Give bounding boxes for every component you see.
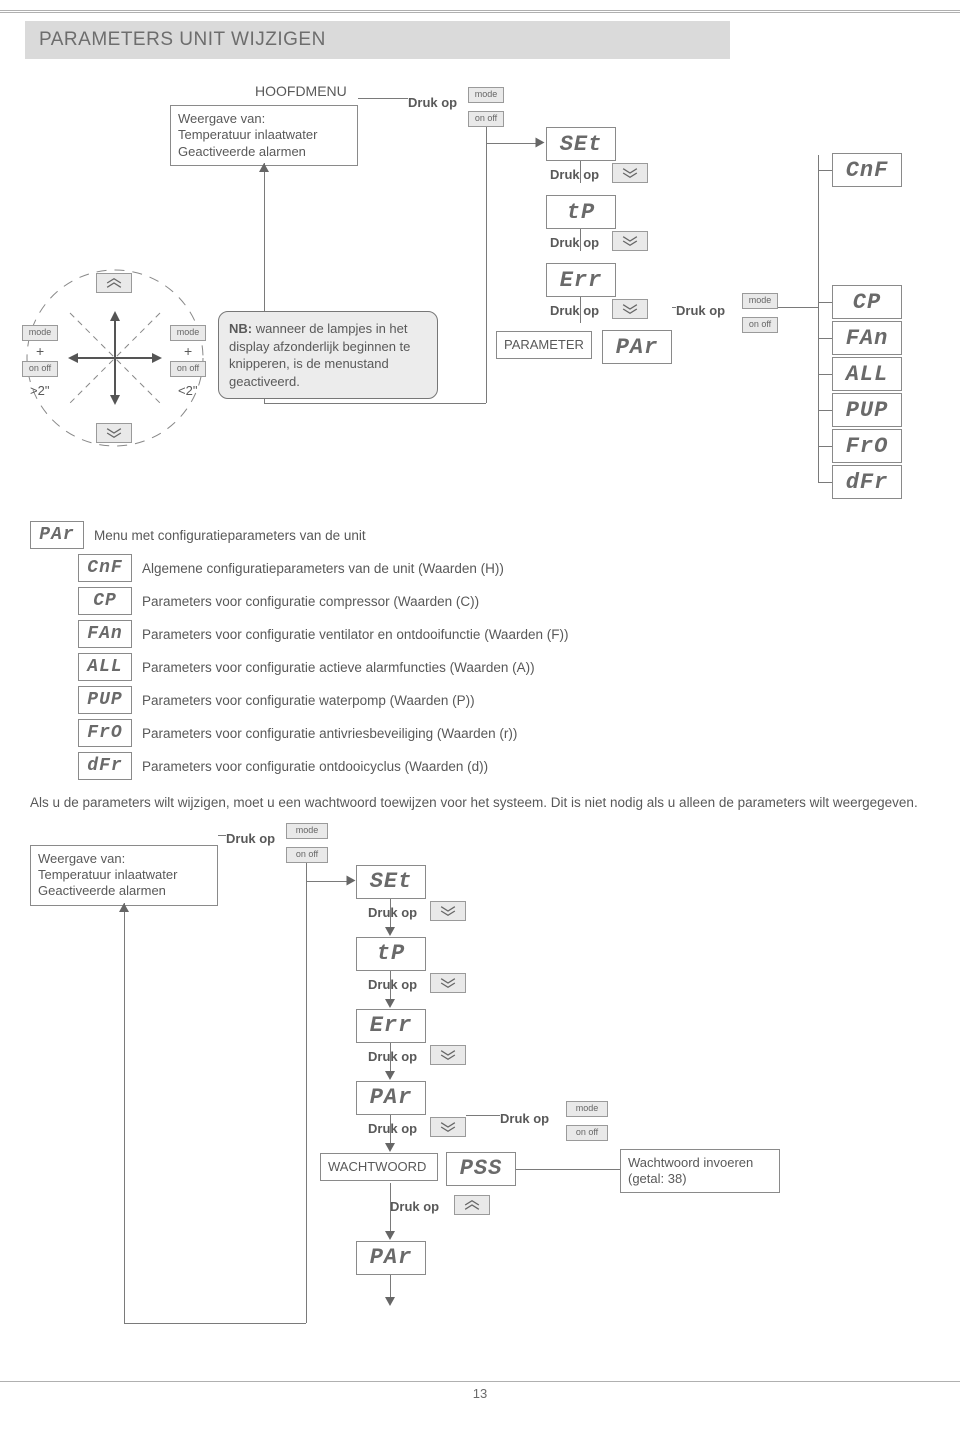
list-item: PUP Parameters voor configuratie waterpom…	[78, 686, 930, 714]
down-chevron-b1[interactable]	[430, 901, 466, 921]
druk-op-b6: Druk op	[390, 1199, 439, 1214]
list-code: FAn	[78, 620, 132, 648]
password-l2: (getal: 38)	[628, 1171, 772, 1187]
wheel-onoff-right[interactable]: on off	[170, 361, 206, 377]
wheel-gt2: >2"	[30, 383, 49, 398]
list-code-PAr: PAr	[30, 521, 84, 549]
mode-btn-right[interactable]: mode	[742, 293, 778, 309]
weergave-l2: Temperatuur inlaatwater	[178, 127, 350, 143]
mode-btn-top[interactable]: mode	[468, 87, 504, 103]
list-code: ALL	[78, 653, 132, 681]
weergave-box-bottom: Weergave van: Temperatuur inlaatwater Ge…	[30, 845, 218, 906]
list-desc: Algemene configuratieparameters van de u…	[142, 561, 504, 576]
down-chevron-b3[interactable]	[430, 1045, 466, 1065]
druk-op-to-param: Druk op	[676, 303, 725, 318]
druk-op-err: Druk op	[550, 303, 599, 318]
seg-tP: tP	[546, 195, 616, 229]
wheel-mode-right[interactable]: mode	[170, 325, 206, 341]
chevron-down-icon	[621, 167, 639, 179]
parameter-label-box: PARAMETER	[496, 331, 592, 359]
list-code: PUP	[78, 686, 132, 714]
hoofdmenu-heading: HOOFDMENU	[255, 83, 347, 99]
list-item: FAn Parameters voor configuratie ventilat…	[78, 620, 930, 648]
parameter-list: PAr Menu met configuratieparameters van …	[30, 521, 930, 780]
list-code: CnF	[78, 554, 132, 582]
weergave-box-top: Weergave van: Temperatuur inlaatwater Ge…	[170, 105, 358, 166]
list-desc: Parameters voor configuratie waterpomp (…	[142, 693, 475, 708]
list-desc: Parameters voor configuratie ontdooicycl…	[142, 759, 488, 774]
list-item: dFr Parameters voor configuratie ontdooic…	[78, 752, 930, 780]
list-desc: Parameters voor configuratie antivriesbe…	[142, 726, 517, 741]
onoff-btn-right[interactable]: on off	[742, 317, 778, 333]
seg-PUP-right: PUP	[832, 393, 902, 427]
nb-note: NB: NB: wanneer de lampjes in het displa…	[218, 311, 438, 399]
mode-btn-b-right[interactable]: mode	[566, 1101, 608, 1117]
seg-ALL-right: ALL	[832, 357, 902, 391]
password-l1: Wachtwoord invoeren	[628, 1155, 772, 1171]
footer-rule	[0, 1381, 960, 1382]
seg-PAr-final: PAr	[356, 1241, 426, 1275]
druk-op-set: Druk op	[550, 167, 599, 182]
seg-CnF-right: CnF	[832, 153, 902, 187]
onoff-btn-top[interactable]: on off	[468, 111, 504, 127]
weergave-l1: Weergave van:	[178, 111, 350, 127]
seg-SEt-b: SEt	[356, 865, 426, 899]
up-chevron-b[interactable]	[454, 1195, 490, 1215]
seg-SEt: SEt	[546, 127, 616, 161]
druk-op-b3: Druk op	[368, 977, 417, 992]
druk-op-top: Druk op	[408, 95, 457, 110]
seg-tP-b: tP	[356, 937, 426, 971]
seg-PAr-top: PAr	[602, 330, 672, 364]
pw-paragraph: Als u de parameters wilt wijzigen, moet …	[30, 794, 930, 813]
onoff-btn-b-right[interactable]: on off	[566, 1125, 608, 1141]
list-item: CnF Algemene configuratieparameters van d…	[78, 554, 930, 582]
wheel-up-chevron[interactable]	[96, 273, 132, 293]
list-code: FrO	[78, 719, 132, 747]
down-chevron-err[interactable]	[612, 299, 648, 319]
list-desc: Parameters voor configuratie compressor …	[142, 594, 479, 609]
list-item: FrO Parameters voor configuratie antivrie…	[78, 719, 930, 747]
druk-op-b1: Druk op	[226, 831, 275, 846]
bottom-flow-canvas: Weergave van: Temperatuur inlaatwater Ge…	[30, 823, 930, 1363]
wheel-down-chevron[interactable]	[96, 423, 132, 443]
wheel-plus-right: +	[184, 343, 192, 359]
weergave-l3: Geactiveerde alarmen	[178, 144, 350, 160]
top-flow-canvas: HOOFDMENU Weergave van: Temperatuur inla…	[30, 83, 930, 503]
wheel-plus-left: +	[36, 343, 44, 359]
down-chevron-b2[interactable]	[430, 973, 466, 993]
list-item: CP Parameters voor configuratie compresso…	[78, 587, 930, 615]
password-box: Wachtwoord invoeren (getal: 38)	[620, 1149, 780, 1194]
seg-FAn-right: FAn	[832, 321, 902, 355]
down-chevron-set[interactable]	[612, 163, 648, 183]
list-title: Menu met configuratieparameters van de u…	[94, 528, 366, 543]
list-code: dFr	[78, 752, 132, 780]
list-code: CP	[78, 587, 132, 615]
onoff-btn-b1[interactable]: on off	[286, 847, 328, 863]
druk-op-tp: Druk op	[550, 235, 599, 250]
seg-Err-b: Err	[356, 1009, 426, 1043]
wheel-lt2: <2"	[178, 383, 197, 398]
mode-btn-b1[interactable]: mode	[286, 823, 328, 839]
seg-PSS: PSS	[446, 1152, 516, 1186]
list-desc: Parameters voor configuratie actieve ala…	[142, 660, 535, 675]
nb-note-text: wanneer de lampjes in het display afzond…	[229, 321, 410, 389]
seg-Err: Err	[546, 263, 616, 297]
druk-op-b4: Druk op	[368, 1049, 417, 1064]
seg-PAr-b: PAr	[356, 1081, 426, 1115]
down-chevron-tp[interactable]	[612, 231, 648, 251]
wachtwoord-label-box: WACHTWOORD	[320, 1153, 438, 1181]
down-chevron-b4[interactable]	[430, 1117, 466, 1137]
druk-op-b5: Druk op	[368, 1121, 417, 1136]
wheel-onoff-left[interactable]: on off	[22, 361, 58, 377]
list-item: ALL Parameters voor configuratie actieve …	[78, 653, 930, 681]
druk-op-b-right: Druk op	[500, 1111, 549, 1126]
seg-CP-right: CP	[832, 285, 902, 319]
page-number: 13	[30, 1386, 930, 1401]
seg-dFr-right: dFr	[832, 465, 902, 499]
title-banner: PARAMETERS UNIT WIJZIGEN	[25, 21, 730, 59]
wheel-mode-left[interactable]: mode	[22, 325, 58, 341]
list-desc: Parameters voor configuratie ventilator …	[142, 627, 568, 642]
seg-FrO-right: FrO	[832, 429, 902, 463]
druk-op-b2: Druk op	[368, 905, 417, 920]
